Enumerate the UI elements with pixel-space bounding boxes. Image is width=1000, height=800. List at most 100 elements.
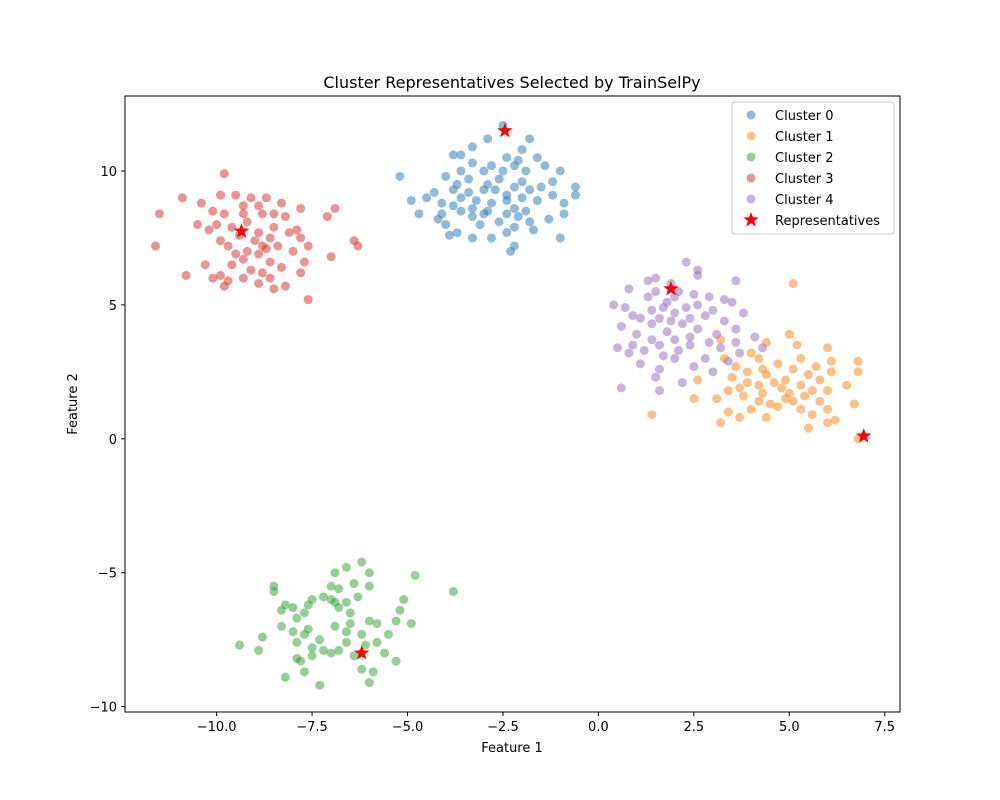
- y-tick-label: −10: [90, 701, 117, 716]
- cluster-2-point: [364, 616, 374, 626]
- cluster-3-point: [154, 209, 164, 219]
- cluster-3-point: [288, 246, 298, 256]
- cluster-4-point: [708, 367, 718, 377]
- cluster-0-point: [517, 193, 527, 203]
- cluster-1-point: [842, 380, 852, 390]
- cluster-1-point: [777, 383, 787, 393]
- cluster-4-point: [704, 292, 714, 302]
- cluster-4-point: [624, 348, 634, 358]
- cluster-0-point: [452, 228, 462, 238]
- cluster-4-point: [670, 353, 680, 363]
- cluster-2-point: [257, 632, 267, 642]
- cluster-2-point: [288, 627, 298, 637]
- x-tick-label: −10.0: [197, 720, 237, 735]
- cluster-2-point: [406, 619, 416, 629]
- cluster-1-point: [800, 391, 810, 401]
- cluster-4-point: [662, 327, 672, 337]
- cluster-3-point: [215, 270, 225, 280]
- cluster-3-point: [269, 222, 279, 232]
- cluster-0-point: [544, 214, 554, 224]
- cluster-4-point: [612, 343, 622, 353]
- cluster-3-point: [265, 233, 275, 243]
- cluster-2-point: [448, 586, 458, 596]
- cluster-1-point: [815, 396, 825, 406]
- cluster-2-point: [341, 562, 351, 572]
- cluster-1-point: [796, 380, 806, 390]
- cluster-1-point: [742, 378, 752, 388]
- y-tick-label: 0: [109, 433, 117, 448]
- cluster-3-point: [303, 241, 313, 251]
- cluster-0-point: [429, 187, 439, 197]
- cluster-0-point: [555, 233, 565, 243]
- cluster-4-point: [731, 337, 741, 347]
- cluster-4-point: [647, 305, 657, 315]
- cluster-4-point: [693, 324, 703, 334]
- cluster-0-point: [487, 233, 497, 243]
- cluster-4-point: [670, 308, 680, 318]
- cluster-0-point: [467, 233, 477, 243]
- cluster-3-point: [257, 268, 267, 278]
- cluster-3-point: [238, 273, 248, 283]
- cluster-4-point: [624, 284, 634, 294]
- cluster-2-point: [349, 651, 359, 661]
- cluster-0-point: [509, 203, 519, 213]
- cluster-2-point: [357, 557, 367, 567]
- cluster-0-point: [570, 190, 580, 200]
- cluster-4-point: [654, 386, 664, 396]
- y-axis-label: Feature 2: [66, 373, 81, 435]
- x-tick-label: 2.5: [683, 720, 704, 735]
- cluster-3-point: [254, 228, 264, 238]
- cluster-3-point: [200, 260, 210, 270]
- cluster-4-point: [685, 332, 695, 342]
- cluster-3-point: [151, 241, 161, 251]
- cluster-2-point: [345, 608, 355, 618]
- cluster-3-point: [296, 203, 306, 213]
- cluster-2-point: [277, 621, 287, 631]
- cluster-3-point: [219, 209, 229, 219]
- cluster-3-point: [269, 284, 279, 294]
- cluster-4-point: [750, 332, 760, 342]
- cluster-4-point: [677, 378, 687, 388]
- cluster-4-point: [685, 340, 695, 350]
- cluster-1-point: [773, 359, 783, 369]
- cluster-0-point: [448, 201, 458, 211]
- legend-frame: [731, 101, 895, 235]
- cluster-0-point: [525, 185, 535, 195]
- cluster-3-point: [303, 295, 313, 305]
- cluster-3-point: [215, 236, 225, 246]
- cluster-3-point: [277, 262, 287, 272]
- cluster-4-point: [654, 364, 664, 374]
- plot-area-frame: [124, 95, 901, 713]
- cluster-0-point: [467, 212, 477, 222]
- cluster-3-point: [284, 228, 294, 238]
- cluster-1-point: [735, 412, 745, 422]
- cluster-2-point: [391, 616, 401, 626]
- legend-label: Representatives: [775, 214, 880, 229]
- cluster-3-point: [231, 190, 241, 200]
- cluster-4-point: [651, 372, 661, 382]
- cluster-3-point: [265, 273, 275, 283]
- cluster-3-point: [330, 203, 340, 213]
- cluster-2-point: [357, 664, 367, 674]
- cluster-4-point: [658, 351, 668, 361]
- cluster-3-point: [215, 190, 225, 200]
- cluster-4-point: [708, 305, 718, 315]
- cluster-3-point: [227, 260, 237, 270]
- cluster-0-point: [487, 161, 497, 171]
- cluster-4-point: [700, 353, 710, 363]
- cluster-4-point: [616, 321, 626, 331]
- chart-title: Cluster Representatives Selected by Trai…: [323, 73, 700, 92]
- cluster-1-point: [746, 348, 756, 358]
- cluster-3-point: [269, 209, 279, 219]
- cluster-1-point: [754, 380, 764, 390]
- cluster-4-point: [700, 311, 710, 321]
- cluster-2-point: [364, 678, 374, 688]
- cluster-2-point: [330, 621, 340, 631]
- cluster-4-point: [693, 270, 703, 280]
- cluster-2-point: [288, 603, 298, 613]
- cluster-2-point: [280, 672, 290, 682]
- cluster-2-point: [334, 603, 344, 613]
- cluster-4-point: [651, 273, 661, 283]
- cluster-2-point: [307, 643, 317, 653]
- cluster-4-point: [716, 343, 726, 353]
